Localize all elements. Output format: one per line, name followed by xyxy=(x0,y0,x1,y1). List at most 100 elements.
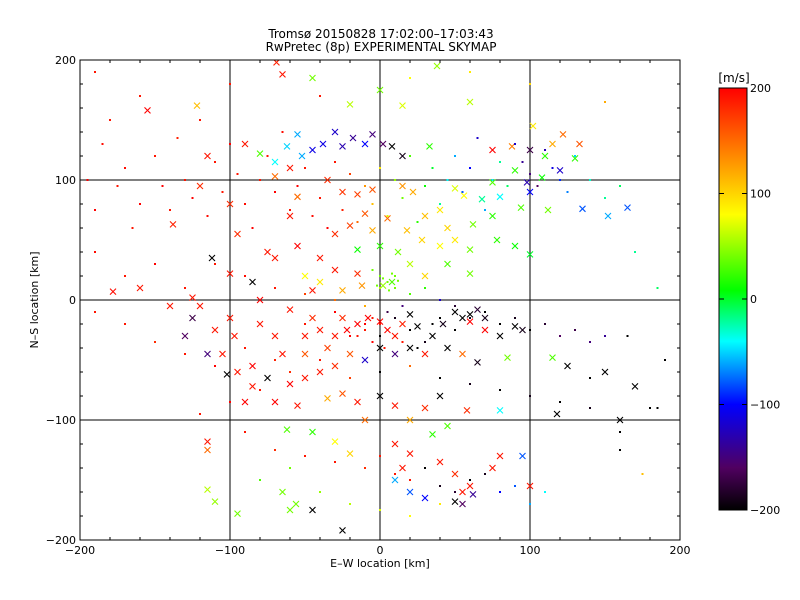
data-point-cross xyxy=(136,284,144,292)
data-point-dot xyxy=(229,143,231,145)
data-point-cross xyxy=(571,155,579,162)
data-point-dot xyxy=(446,179,449,181)
data-point-cross xyxy=(144,107,151,114)
data-point-dot xyxy=(431,323,434,325)
data-point-cross xyxy=(421,404,429,412)
data-point-cross xyxy=(376,392,384,400)
data-point-dot xyxy=(124,167,126,169)
data-point-dot xyxy=(364,185,366,187)
data-point-dot xyxy=(274,287,276,289)
colorbar-tick-label: −200 xyxy=(750,504,780,517)
data-point-dot xyxy=(476,137,479,139)
data-point-cross xyxy=(436,206,444,214)
data-point-cross xyxy=(463,407,471,414)
data-point-dot xyxy=(139,95,141,97)
data-point-cross xyxy=(421,272,429,280)
data-point-cross xyxy=(553,410,561,418)
data-point-dot xyxy=(409,329,411,331)
data-point-cross xyxy=(549,354,556,361)
data-point-cross xyxy=(346,222,354,229)
data-point-dot xyxy=(319,359,321,361)
data-point-dot xyxy=(469,479,471,481)
data-point-cross xyxy=(556,167,564,174)
data-point-cross xyxy=(496,332,504,340)
colorbar-ticks: 200 100 0 −100 −200 xyxy=(719,82,780,517)
data-point-cross xyxy=(436,458,444,466)
data-point-cross xyxy=(429,332,436,340)
data-point-cross xyxy=(369,186,376,193)
data-point-cross xyxy=(234,368,241,376)
data-point-cross xyxy=(166,302,174,310)
data-point-cross xyxy=(354,320,361,328)
data-point-cross xyxy=(249,362,256,370)
data-point-cross xyxy=(109,288,117,295)
data-point-cross xyxy=(204,486,211,493)
chart-subtitle: RwPretec (8p) EXPERIMENTAL SKYMAP xyxy=(266,40,497,54)
data-point-cross xyxy=(451,498,459,505)
data-point-cross xyxy=(211,326,219,334)
x-tick-label: −100 xyxy=(215,544,245,557)
data-point-cross xyxy=(451,236,459,244)
data-point-dot xyxy=(394,473,396,475)
data-point-dot xyxy=(388,289,390,292)
data-point-dot xyxy=(401,197,404,199)
data-point-dot xyxy=(371,203,374,205)
data-point-dot xyxy=(499,161,501,163)
y-tick-label: 100 xyxy=(55,174,76,187)
data-point-dot xyxy=(154,155,156,157)
data-point-cross xyxy=(493,236,501,244)
data-point-cross xyxy=(414,323,421,330)
data-point-dot xyxy=(364,467,366,469)
data-point-cross xyxy=(469,221,477,228)
data-point-cross xyxy=(526,482,534,490)
data-point-dot xyxy=(304,455,306,457)
data-point-cross xyxy=(309,506,316,514)
data-point-cross xyxy=(271,398,279,406)
data-point-cross xyxy=(309,314,316,322)
data-point-cross xyxy=(193,102,201,109)
data-point-cross xyxy=(526,188,534,196)
data-point-cross xyxy=(331,362,339,370)
data-point-dot xyxy=(529,395,531,397)
data-point-cross xyxy=(399,464,406,472)
data-point-dot xyxy=(424,467,426,469)
data-point-dot xyxy=(589,341,591,343)
x-axis-label: E–W location [km] xyxy=(330,557,430,570)
data-point-dot xyxy=(454,491,456,493)
data-point-cross xyxy=(624,204,631,211)
data-point-cross xyxy=(523,179,531,186)
data-point-cross xyxy=(358,282,366,289)
data-point-dot xyxy=(484,311,486,313)
data-point-dot xyxy=(379,455,381,457)
data-point-dot xyxy=(439,203,441,205)
x-tick-label: 200 xyxy=(670,544,691,557)
data-point-cross xyxy=(331,128,339,136)
data-point-cross xyxy=(249,383,256,390)
data-point-cross xyxy=(279,71,286,78)
data-point-cross xyxy=(271,332,279,340)
data-point-cross xyxy=(391,440,399,448)
data-point-cross xyxy=(421,212,429,220)
data-point-dot xyxy=(214,161,216,163)
data-point-cross xyxy=(204,438,211,445)
data-point-dot xyxy=(664,359,666,361)
data-point-cross xyxy=(436,392,444,400)
data-point-cross xyxy=(511,242,519,250)
colorbar-tick-label: −100 xyxy=(750,399,780,412)
data-point-dot xyxy=(454,155,456,157)
data-point-dot xyxy=(559,401,561,403)
data-point-cross xyxy=(234,510,241,517)
data-point-cross xyxy=(298,152,306,160)
data-point-cross xyxy=(354,398,361,406)
data-point-dot xyxy=(379,335,381,337)
data-point-dot xyxy=(214,263,216,265)
data-point-dot xyxy=(521,161,524,163)
data-point-dot xyxy=(364,323,366,325)
data-point-cross xyxy=(361,356,369,364)
data-point-dot xyxy=(334,461,336,463)
data-point-cross xyxy=(496,452,504,460)
data-point-dot xyxy=(604,101,606,103)
data-point-dot xyxy=(236,173,239,175)
data-point-cross xyxy=(339,314,346,322)
y-axis-label: N–S location [km] xyxy=(28,251,41,348)
